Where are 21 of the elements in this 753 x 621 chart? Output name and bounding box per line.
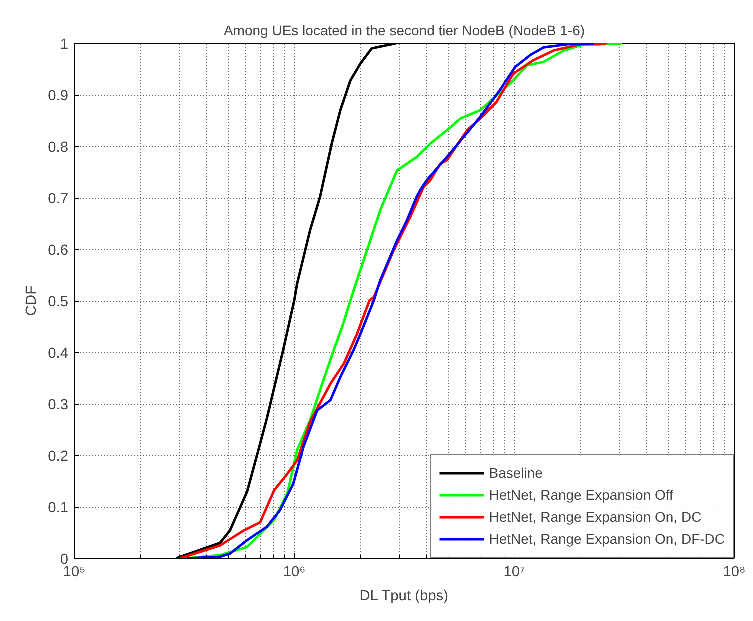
y-tick-label: 0.3 [48, 398, 68, 414]
x-tick-label: 10⁸ [723, 564, 746, 580]
x-tick-label: 10⁵ [63, 564, 86, 580]
y-tick-label: 0.2 [48, 449, 68, 465]
y-tick-label: 0.4 [48, 346, 68, 362]
y-tick-label: 0.7 [48, 192, 68, 208]
chart-title: Among UEs located in the second tier NodeB (NodeB 1-6) [224, 22, 586, 38]
y-tick-label: 0.8 [48, 140, 68, 156]
y-tick-label: 0.9 [48, 88, 68, 104]
y-tick-label: 0.6 [48, 243, 68, 259]
legend-label: HetNet, Range Expansion On, DC [489, 508, 702, 526]
y-tick-label: 0.5 [48, 294, 68, 310]
legend-label: HetNet, Range Expansion Off [489, 486, 674, 504]
x-tick-label: 10⁷ [504, 564, 526, 580]
y-tick-label: 0.1 [48, 500, 68, 516]
x-axis-title: DL Tput (bps) [360, 588, 448, 604]
legend-label: HetNet, Range Expansion On, DF-DC [489, 530, 725, 548]
legend-label: Baseline [489, 464, 543, 482]
y-axis-title: CDF [24, 286, 40, 316]
y-tick-label: 1 [60, 37, 69, 53]
x-tick-label: 10⁶ [283, 564, 306, 580]
